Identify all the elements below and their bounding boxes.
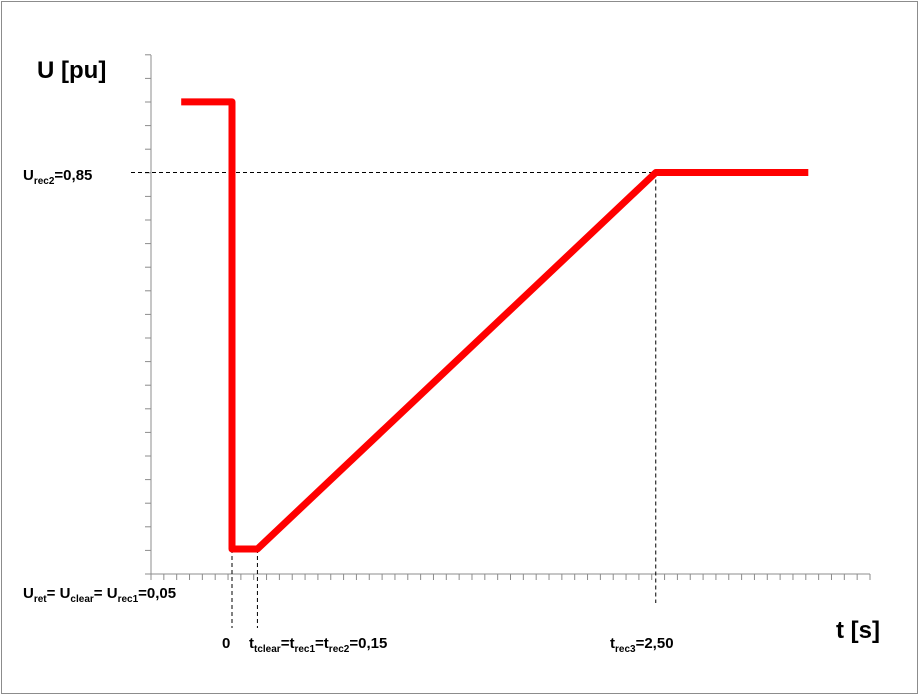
- y-ticks: [145, 54, 151, 575]
- y-axis-label: U [pu]: [37, 57, 106, 84]
- urec2-label: Urec2=0,85: [23, 167, 92, 187]
- guide-lines: [131, 172, 657, 628]
- t0-label: 0: [222, 635, 230, 652]
- x-axis-label: t [s]: [836, 617, 880, 644]
- voltage-curve: [181, 98, 809, 553]
- x-ticks: [150, 574, 871, 580]
- axes: [145, 54, 871, 580]
- trec3-label: trec3=2,50: [610, 635, 674, 655]
- tclear-label: ttclear=trec1=trec2=0,15: [249, 635, 387, 655]
- uret-label: Uret= Uclear= Urec1=0,05: [23, 585, 176, 605]
